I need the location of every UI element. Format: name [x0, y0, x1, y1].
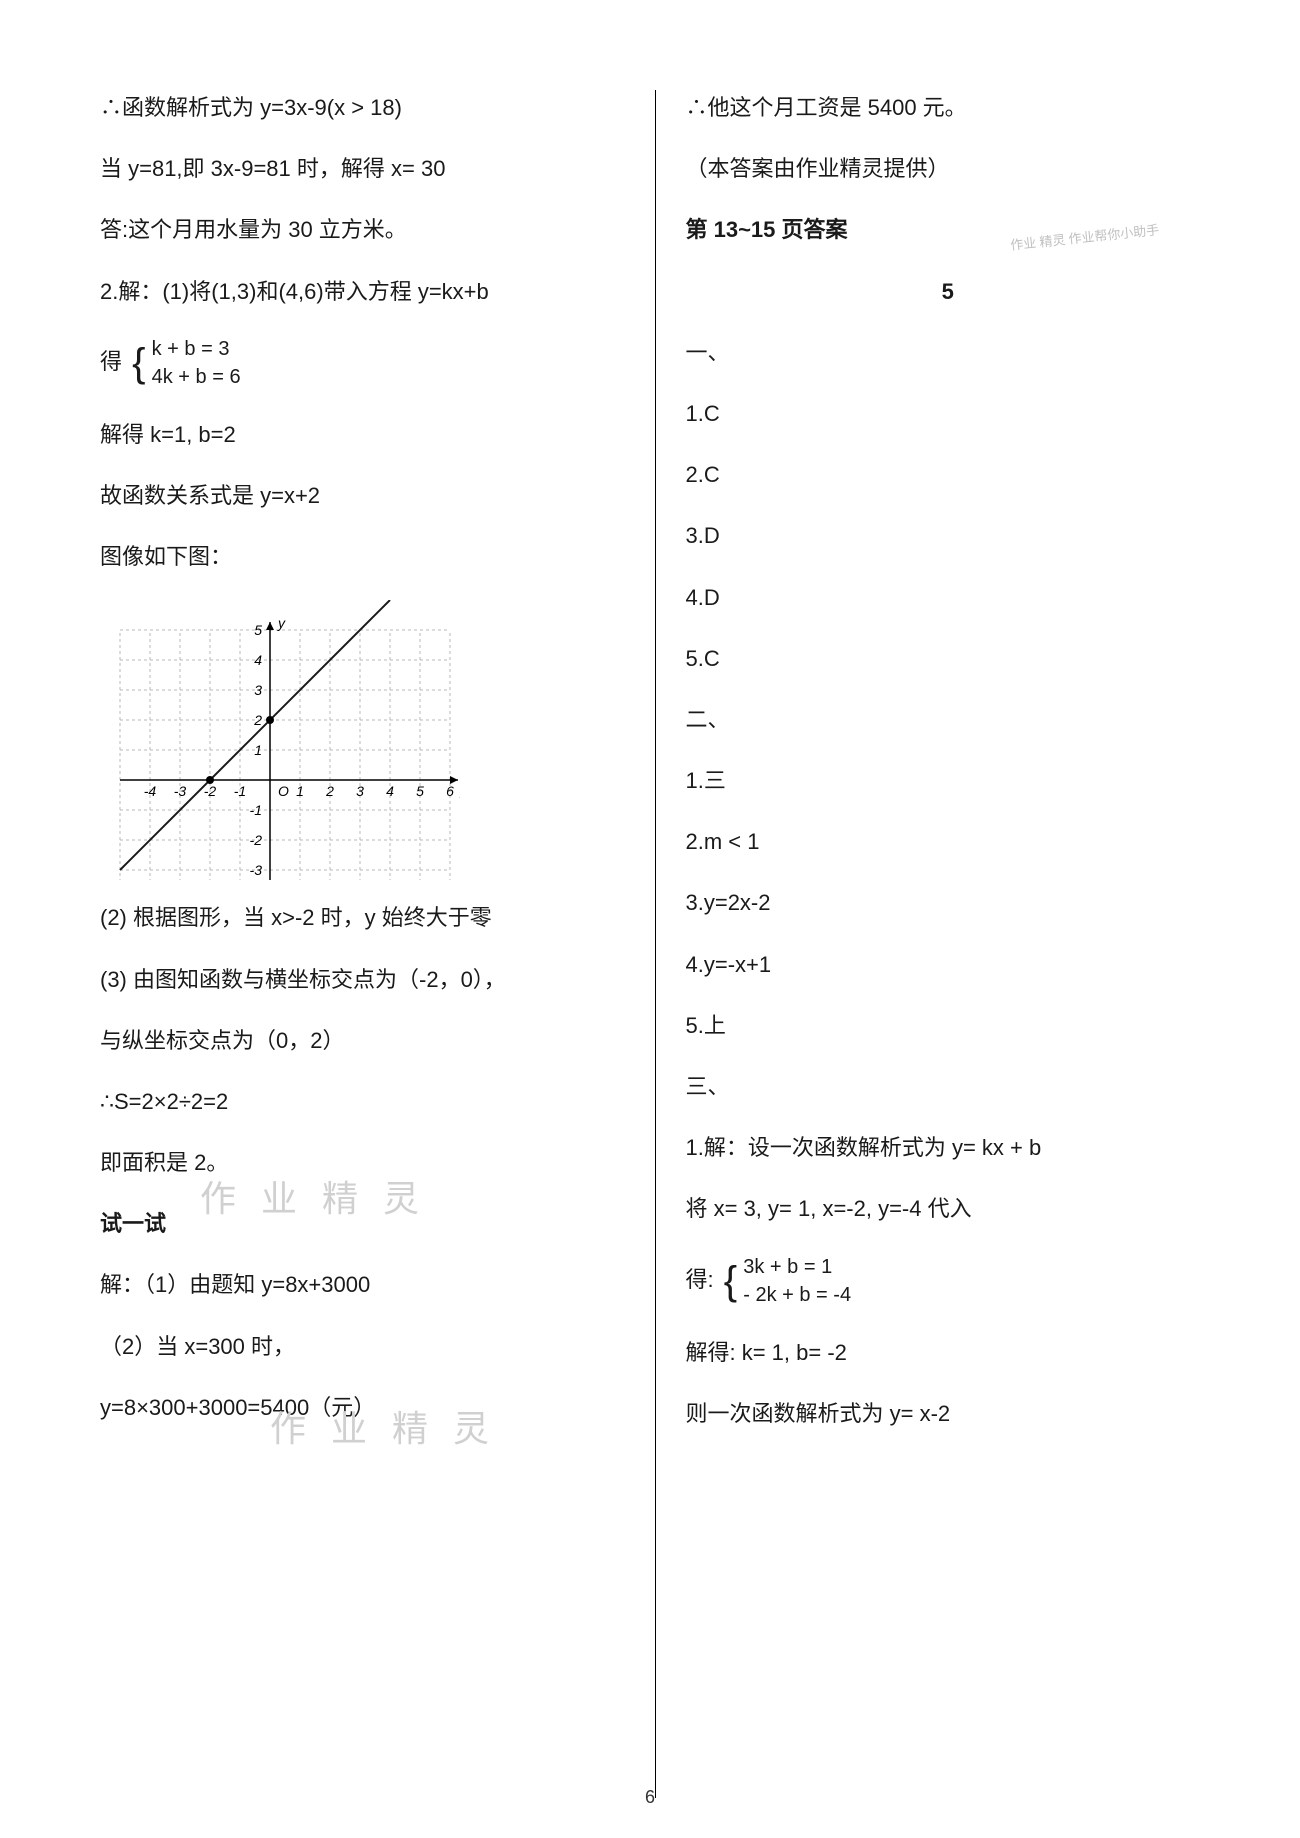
equation-line: 得: { 3k + b = 1 - 2k + b = -4 [686, 1253, 1211, 1309]
text-line: 答:这个月用水量为 30 立方米。 [100, 212, 625, 247]
svg-text:2: 2 [325, 783, 334, 799]
svg-text:3: 3 [254, 682, 262, 698]
answer-line: 5.上 [686, 1008, 1211, 1043]
text-line: 解得: k= 1, b= -2 [686, 1335, 1211, 1370]
svg-text:4: 4 [254, 652, 262, 668]
page-number: 6 [645, 1787, 655, 1808]
svg-text:4: 4 [386, 783, 394, 799]
answer-line: 3.D [686, 518, 1211, 553]
text-line: 图像如下图： [100, 539, 625, 574]
graph-figure: -4-3-2-1123456-4-3-2-112345Oxy [100, 600, 460, 880]
left-column: ∴函数解析式为 y=3x-9(x > 18) 当 y=81,即 3x-9=81 … [80, 90, 656, 1798]
equation-system: { 3k + b = 1 - 2k + b = -4 [724, 1253, 851, 1309]
text-line: (3) 由图知函数与横坐标交点为（-2，0）， [100, 962, 625, 997]
text-line: 2.解：(1)将(1,3)和(4,6)带入方程 y=kx+b [100, 274, 625, 309]
equation-line: 得 { k + b = 3 4k + b = 6 [100, 335, 625, 391]
text-line: ∴函数解析式为 y=3x-9(x > 18) [100, 90, 625, 125]
answer-line: 1.三 [686, 763, 1211, 798]
section-heading: 一、 [686, 335, 1211, 370]
svg-text:-2: -2 [250, 832, 263, 848]
svg-text:5: 5 [254, 622, 262, 638]
svg-text:2: 2 [253, 712, 262, 728]
svg-text:1: 1 [254, 742, 262, 758]
text-line: 1.解：设一次函数解析式为 y= kx + b [686, 1130, 1211, 1165]
text-line: 解得 k=1, b=2 [100, 417, 625, 452]
answer-line: 1.C [686, 396, 1211, 431]
text-line: 将 x= 3, y= 1, x=-2, y=-4 代入 [686, 1191, 1211, 1226]
eq-row: 4k + b = 6 [152, 363, 241, 391]
section-heading: 三、 [686, 1069, 1211, 1104]
text-line: 与纵坐标交点为（0，2） [100, 1023, 625, 1058]
text-line: 故函数关系式是 y=x+2 [100, 478, 625, 513]
svg-text:-3: -3 [174, 783, 187, 799]
brace-icon: { [132, 347, 145, 379]
text-line: y=8×300+3000=5400（元） [100, 1390, 625, 1425]
text-line: 解：（1）由题知 y=8x+3000 [100, 1267, 625, 1302]
answer-line: 3.y=2x-2 [686, 885, 1211, 920]
svg-text:5: 5 [416, 783, 424, 799]
svg-text:-3: -3 [250, 862, 263, 878]
eq-rows: 3k + b = 1 - 2k + b = -4 [743, 1253, 851, 1309]
eq-row: - 2k + b = -4 [743, 1281, 851, 1309]
page-content: ∴函数解析式为 y=3x-9(x > 18) 当 y=81,即 3x-9=81 … [80, 90, 1230, 1798]
eq-prefix: 得: [686, 1266, 714, 1291]
svg-text:-1: -1 [250, 802, 262, 818]
svg-text:y: y [277, 615, 286, 631]
answer-line: 2.C [686, 457, 1211, 492]
right-column: ∴他这个月工资是 5400 元。 （本答案由作业精灵提供） 第 13~15 页答… [656, 90, 1231, 1798]
section-heading: 二、 [686, 702, 1211, 737]
heading-line: 试一试 [100, 1206, 625, 1241]
text-line: （2）当 x=300 时， [100, 1329, 625, 1364]
answer-line: 5.C [686, 641, 1211, 676]
svg-text:-4: -4 [144, 783, 157, 799]
eq-row: 3k + b = 1 [743, 1253, 851, 1281]
eq-rows: k + b = 3 4k + b = 6 [152, 335, 241, 391]
svg-text:O: O [278, 783, 289, 799]
text-line: 则一次函数解析式为 y= x-2 [686, 1396, 1211, 1431]
eq-row: k + b = 3 [152, 335, 241, 363]
section-number: 5 [686, 274, 1211, 309]
svg-text:3: 3 [356, 783, 364, 799]
svg-text:x: x [459, 785, 460, 801]
svg-text:1: 1 [296, 783, 304, 799]
text-line: ∴他这个月工资是 5400 元。 [686, 90, 1211, 125]
brace-icon: { [724, 1265, 737, 1297]
text-line: ∴S=2×2÷2=2 [100, 1084, 625, 1119]
text-line: 当 y=81,即 3x-9=81 时，解得 x= 30 [100, 151, 625, 186]
svg-text:6: 6 [446, 783, 454, 799]
eq-prefix: 得 [100, 349, 122, 374]
equation-system: { k + b = 3 4k + b = 6 [132, 335, 240, 391]
graph-svg: -4-3-2-1123456-4-3-2-112345Oxy [100, 600, 460, 880]
answer-line: 2.m < 1 [686, 824, 1211, 859]
svg-text:-1: -1 [234, 783, 246, 799]
text-line: (2) 根据图形，当 x>-2 时，y 始终大于零 [100, 900, 625, 935]
text-line: （本答案由作业精灵提供） [686, 151, 1211, 186]
answer-line: 4.y=-x+1 [686, 947, 1211, 982]
text-line: 即面积是 2。 [100, 1145, 625, 1180]
answer-line: 4.D [686, 580, 1211, 615]
